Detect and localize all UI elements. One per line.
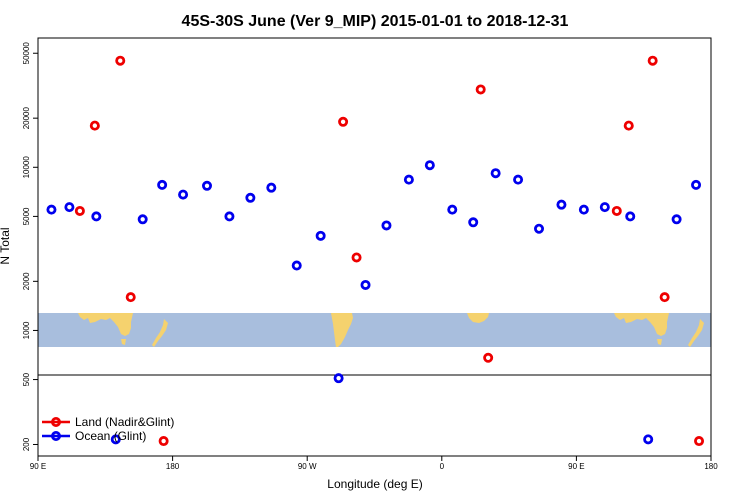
y-axis-label: N Total bbox=[0, 227, 12, 264]
x-tick-label: 180 bbox=[704, 462, 718, 471]
legend-label-ocean: Ocean (Glint) bbox=[75, 429, 146, 443]
ocean-point bbox=[447, 204, 458, 215]
ocean-point bbox=[360, 279, 371, 290]
south-america-landmass bbox=[331, 313, 353, 347]
ocean-point bbox=[424, 160, 435, 171]
y-tick-label: 1000 bbox=[22, 321, 31, 339]
ocean-band bbox=[38, 313, 711, 347]
australia-landmass-repeat bbox=[614, 313, 669, 336]
ocean-point bbox=[178, 189, 189, 200]
ocean-point bbox=[468, 217, 479, 228]
ocean-point bbox=[599, 202, 610, 213]
land-point bbox=[74, 205, 85, 216]
australia-landmass bbox=[78, 313, 133, 336]
ocean-point bbox=[46, 204, 57, 215]
land-point bbox=[338, 116, 349, 127]
ocean-point bbox=[245, 192, 256, 203]
data-points bbox=[46, 55, 705, 447]
plot-frame bbox=[37, 37, 712, 457]
tasmania-landmass-repeat bbox=[657, 339, 662, 345]
ocean-point bbox=[91, 211, 102, 222]
x-axis-label: Longitude (deg E) bbox=[327, 477, 422, 491]
ocean-point bbox=[534, 223, 545, 234]
land-point bbox=[694, 436, 705, 447]
ocean-point bbox=[157, 179, 168, 190]
chart-title: 45S-30S June (Ver 9_MIP) 2015-01-01 to 2… bbox=[182, 13, 569, 30]
land-point bbox=[89, 120, 100, 131]
ocean-point bbox=[291, 260, 302, 271]
land-point bbox=[659, 292, 670, 303]
new-zealand-landmass bbox=[152, 319, 168, 347]
ocean-point bbox=[224, 211, 235, 222]
ocean-point bbox=[381, 220, 392, 231]
x-tick-label: 90 E bbox=[30, 462, 46, 471]
ocean-point bbox=[691, 179, 702, 190]
legend: Land (Nadir&Glint)Ocean (Glint) bbox=[42, 415, 174, 443]
y-tick-label: 50000 bbox=[22, 42, 31, 65]
x-axis: 90 E 180 90 W 0 90 E 180 bbox=[30, 456, 718, 471]
ocean-point bbox=[110, 434, 121, 445]
x-tick-label: 90 W bbox=[298, 462, 317, 471]
ocean-point bbox=[333, 373, 344, 384]
ocean-point bbox=[556, 199, 567, 210]
legend-marker-ocean bbox=[51, 430, 62, 441]
legend-marker-land bbox=[51, 416, 62, 427]
land-point bbox=[647, 55, 658, 66]
land-point bbox=[623, 120, 634, 131]
ocean-point bbox=[513, 174, 524, 185]
land-point bbox=[483, 352, 494, 363]
new-zealand-landmass-repeat bbox=[688, 319, 704, 347]
ocean-point bbox=[137, 214, 148, 225]
ocean-point bbox=[315, 230, 326, 241]
ocean-point bbox=[201, 180, 212, 191]
y-tick-label: 10000 bbox=[22, 156, 31, 179]
ocean-point bbox=[266, 182, 277, 193]
ocean-point bbox=[403, 174, 414, 185]
ocean-point bbox=[625, 211, 636, 222]
world-map-strip bbox=[38, 313, 711, 347]
y-axis: 200 500 1000 2000 5000 10000 20000 50000 bbox=[22, 42, 38, 451]
land-point bbox=[158, 436, 169, 447]
y-tick-label: 200 bbox=[22, 437, 31, 451]
x-tick-label: 0 bbox=[440, 462, 445, 471]
legend-label-land: Land (Nadir&Glint) bbox=[75, 415, 174, 429]
ocean-point bbox=[64, 202, 75, 213]
y-tick-label: 2000 bbox=[22, 272, 31, 290]
land-point bbox=[125, 292, 136, 303]
land-point bbox=[115, 55, 126, 66]
ocean-point bbox=[490, 168, 501, 179]
tasmania-landmass bbox=[121, 339, 126, 345]
y-tick-label: 500 bbox=[22, 372, 31, 386]
x-tick-label: 180 bbox=[166, 462, 180, 471]
y-tick-label: 5000 bbox=[22, 207, 31, 225]
ocean-point bbox=[578, 204, 589, 215]
land-point bbox=[475, 84, 486, 95]
land-point bbox=[351, 252, 362, 263]
land-point bbox=[611, 205, 622, 216]
y-tick-label: 20000 bbox=[22, 106, 31, 129]
ocean-point bbox=[643, 434, 654, 445]
ocean-point bbox=[671, 214, 682, 225]
africa-landmass bbox=[467, 313, 489, 323]
x-tick-label: 90 E bbox=[568, 462, 584, 471]
